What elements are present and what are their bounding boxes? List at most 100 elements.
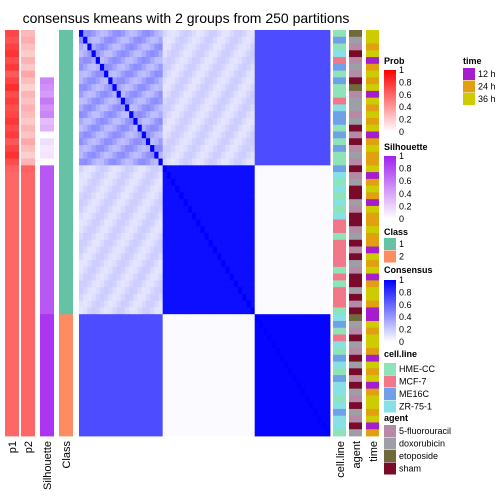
heatmap-cell	[233, 138, 239, 146]
heatmap-cell	[145, 361, 151, 369]
heatmap-cell	[221, 43, 226, 51]
heatmap-cell	[95, 307, 101, 315]
heatmap-cell	[145, 266, 151, 274]
heatmap-cell	[217, 63, 222, 71]
heatmap-cell	[112, 341, 118, 349]
heatmap-cell	[99, 395, 105, 403]
heatmap-cell	[304, 266, 310, 274]
heatmap-cell	[229, 368, 235, 376]
heatmap-cell	[91, 260, 97, 268]
heatmap-cell	[187, 165, 193, 173]
heatmap-cell	[175, 212, 180, 220]
heatmap-cell	[91, 172, 97, 180]
heatmap-cell	[212, 117, 218, 126]
heatmap-cell	[204, 300, 210, 308]
heatmap-cell	[225, 408, 230, 417]
heatmap-cell	[79, 131, 84, 139]
heatmap-cell	[208, 178, 214, 187]
heatmap-cell	[83, 205, 88, 214]
heatmap-cell	[175, 246, 180, 254]
heatmap-cell	[137, 151, 143, 159]
heatmap-cell	[267, 172, 272, 180]
p2-cell	[21, 165, 35, 173]
heatmap-cell	[162, 320, 168, 329]
heatmap-cell	[154, 341, 159, 349]
heatmap-cell	[183, 402, 189, 410]
heatmap-cell	[204, 348, 210, 356]
heatmap-cell	[108, 84, 113, 92]
heatmap-cell	[150, 293, 155, 302]
time-cell	[366, 138, 379, 146]
heatmap-cell	[154, 172, 159, 180]
heatmap-cell	[279, 199, 285, 207]
heatmap-cell	[225, 185, 230, 193]
heatmap-cell	[321, 233, 327, 241]
heatmap-cell	[288, 192, 293, 200]
heatmap-cell	[116, 388, 122, 396]
legend-tick: 0.2	[399, 115, 412, 125]
legend-tick: 0.2	[399, 201, 412, 211]
heatmap-cell	[154, 395, 159, 403]
heatmap-cell	[309, 212, 314, 220]
legend-tick: 0.4	[399, 312, 412, 322]
p1-cell	[5, 253, 19, 261]
heatmap-cell	[104, 233, 109, 241]
heatmap-cell	[254, 117, 260, 126]
p1-cell	[5, 63, 19, 71]
legend-title: Prob	[384, 56, 405, 66]
heatmap-cell	[254, 43, 260, 51]
p1-cell	[5, 97, 19, 105]
heatmap-cell	[133, 90, 138, 99]
legend-tick: 1	[399, 151, 404, 161]
heatmap-cell	[150, 158, 155, 166]
heatmap-cell	[233, 320, 239, 329]
heatmap-cell	[133, 36, 138, 44]
heatmap-cell	[99, 260, 105, 268]
heatmap-cell	[191, 219, 197, 227]
heatmap-cell	[267, 307, 272, 315]
heatmap-cell	[300, 381, 306, 390]
heatmap-cell	[150, 84, 155, 92]
heatmap-cell	[225, 429, 230, 437]
heatmap-cell	[233, 300, 239, 308]
heatmap-cell	[120, 320, 126, 329]
heatmap-cell	[283, 36, 289, 44]
heatmap-cell	[317, 57, 323, 65]
heatmap-cell	[233, 253, 239, 261]
heatmap-cell	[321, 415, 327, 423]
heatmap-cell	[229, 334, 235, 342]
heatmap-cell	[200, 70, 205, 78]
heatmap-cell	[267, 185, 272, 193]
heatmap-cell	[233, 395, 239, 403]
heatmap-cell	[171, 111, 176, 119]
heatmap-cell	[229, 395, 235, 403]
heatmap-cell	[162, 246, 168, 254]
heatmap-cell	[246, 422, 251, 430]
heatmap-cell	[99, 111, 105, 119]
heatmap-cell	[246, 395, 251, 403]
silhouette-cell	[40, 145, 54, 153]
heatmap-cell	[237, 63, 243, 71]
heatmap-cell	[304, 43, 310, 51]
heatmap-cell	[313, 327, 318, 335]
heatmap-cell	[212, 266, 218, 274]
heatmap-cell	[237, 395, 243, 403]
heatmap-cell	[304, 415, 310, 423]
heatmap-cell	[162, 172, 168, 180]
p1-cell	[5, 320, 19, 329]
heatmap-cell	[200, 381, 205, 390]
heatmap-cell	[204, 30, 210, 38]
heatmap-cell	[296, 145, 302, 153]
heatmap-cell	[191, 246, 197, 254]
heatmap-cell	[95, 178, 101, 187]
heatmap-cell	[204, 57, 210, 65]
heatmap-cell	[317, 361, 323, 369]
heatmap-cell	[279, 354, 285, 362]
heatmap-cell	[108, 90, 113, 99]
heatmap-cell	[116, 348, 122, 356]
heatmap-cell	[208, 293, 214, 302]
silhouette-cell	[40, 314, 54, 322]
heatmap-cell	[325, 402, 331, 410]
heatmap-cell	[250, 124, 256, 132]
heatmap-cell	[158, 226, 164, 234]
